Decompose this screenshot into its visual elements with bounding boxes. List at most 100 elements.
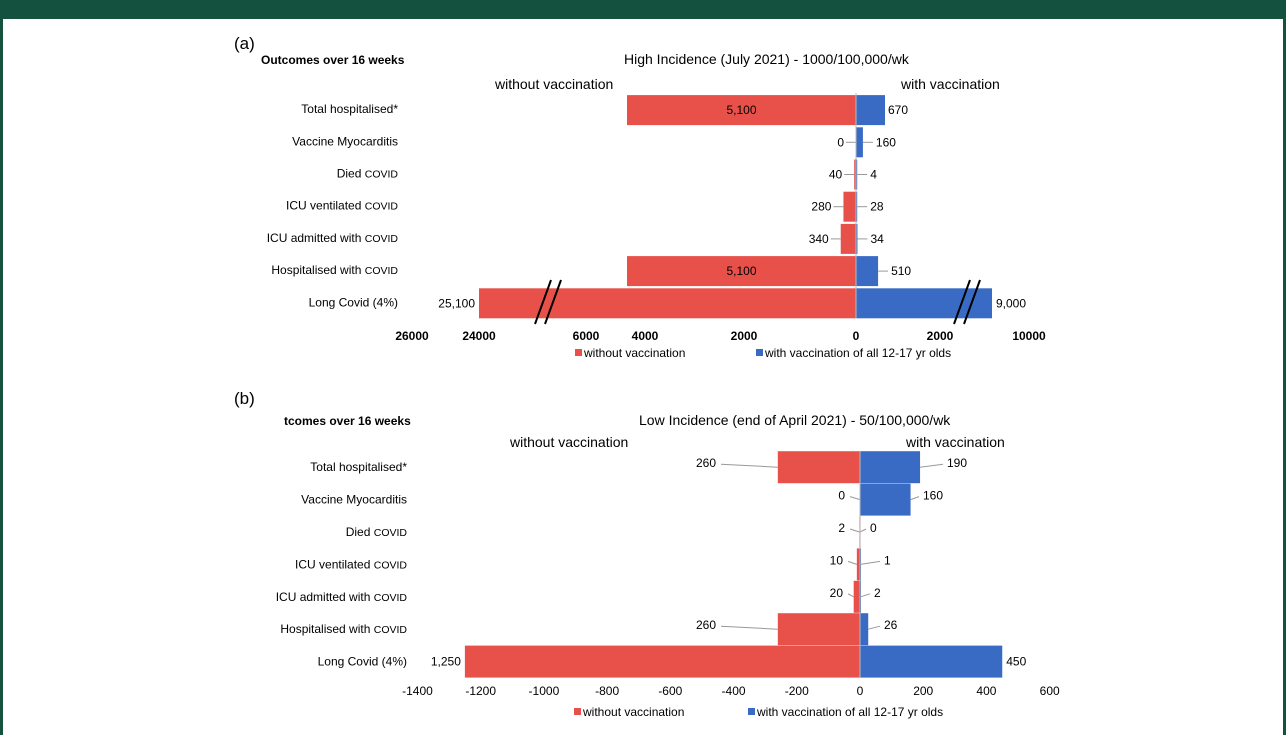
bar-with-vaccination xyxy=(860,645,1003,678)
value-label-without: 5,100 xyxy=(726,264,756,278)
legend-swatch-with xyxy=(748,708,755,715)
x-tick-label: 10000 xyxy=(1012,329,1046,343)
x-tick-label: -200 xyxy=(785,684,809,698)
category-label-part: Long Covid (4%) xyxy=(318,655,407,669)
frame-border-right xyxy=(1283,19,1286,735)
category-label: Died COVID xyxy=(337,167,399,181)
legend-label-without: without vaccination xyxy=(583,346,685,360)
with-vaccination-label: with vaccination xyxy=(900,76,1000,92)
bar-without-vaccination xyxy=(853,580,860,613)
leader-line xyxy=(847,593,854,598)
value-label-without: 340 xyxy=(809,232,829,246)
chart-title: High Incidence (July 2021) - 1000/100,00… xyxy=(624,51,910,67)
bar-with-vaccination xyxy=(856,191,858,222)
without-vaccination-label: without vaccination xyxy=(509,434,628,450)
bar-with-vaccination xyxy=(856,95,885,126)
leader-line xyxy=(859,528,867,533)
category-label-part: Died xyxy=(337,167,365,181)
bar-with-vaccination xyxy=(856,256,879,287)
category-label-part: Total hospitalised* xyxy=(301,102,398,116)
category-label: Total hospitalised* xyxy=(301,102,398,116)
x-tick-label: -1000 xyxy=(529,684,560,698)
value-label-with: 160 xyxy=(876,135,896,149)
legend-label-without: without vaccination xyxy=(582,705,684,719)
category-label-part: COVID xyxy=(374,592,408,604)
leader-line xyxy=(720,625,778,630)
x-tick-label: -600 xyxy=(658,684,682,698)
bar-with-vaccination xyxy=(860,451,921,484)
x-tick-label: 26000 xyxy=(395,329,429,343)
value-label-without: 260 xyxy=(696,618,716,632)
category-label-part: COVID xyxy=(365,201,399,213)
x-tick-label: 6000 xyxy=(573,329,600,343)
value-label-without: 1,250 xyxy=(431,655,461,669)
category-label: Long Covid (4%) xyxy=(309,295,398,309)
bar-without-vaccination xyxy=(843,191,856,222)
category-label: ICU admitted with COVID xyxy=(267,231,399,245)
bar-without-vaccination xyxy=(856,548,860,581)
x-tick-label: 2000 xyxy=(731,329,758,343)
axis-break-mark xyxy=(953,279,971,325)
leader-line xyxy=(910,496,920,501)
chart-title: Low Incidence (end of April 2021) - 50/1… xyxy=(639,412,951,428)
category-label: Total hospitalised* xyxy=(310,460,407,474)
x-tick-label: -1200 xyxy=(465,684,496,698)
category-label: Hospitalised with COVID xyxy=(271,263,398,277)
value-label-with: 9,000 xyxy=(996,296,1026,310)
legend-label-with: with vaccination of all 12-17 yr olds xyxy=(764,346,951,360)
category-label: Hospitalised with COVID xyxy=(280,622,407,636)
category-label-part: COVID xyxy=(374,624,408,636)
leader-line xyxy=(849,496,861,501)
panel-heading: Outcomes over 16 weeks xyxy=(261,53,405,67)
axis-break-mark xyxy=(534,279,552,325)
value-label-without: 25,100 xyxy=(438,296,475,310)
bar-without-vaccination xyxy=(627,95,856,126)
header-band xyxy=(0,0,1286,19)
panel-heading: tcomes over 16 weeks xyxy=(284,414,411,428)
value-label-with: 34 xyxy=(870,232,884,246)
x-tick-label: -1400 xyxy=(402,684,433,698)
x-tick-label: 400 xyxy=(976,684,996,698)
leader-line xyxy=(720,463,778,468)
value-label-without: 0 xyxy=(837,135,844,149)
value-label-with: 670 xyxy=(888,103,908,117)
category-label-part: Long Covid (4%) xyxy=(309,295,398,309)
leader-line xyxy=(860,593,871,598)
bar-with-vaccination xyxy=(856,159,858,190)
category-label-part: ICU admitted with xyxy=(276,590,374,604)
legend-swatch-with xyxy=(756,349,763,356)
x-tick-label: 0 xyxy=(857,684,864,698)
category-label: Vaccine Myocarditis xyxy=(301,493,407,507)
legend-label-with: with vaccination of all 12-17 yr olds xyxy=(756,705,943,719)
bar-without-vaccination xyxy=(840,223,856,254)
value-label-without: 2 xyxy=(838,521,845,535)
value-label-with: 4 xyxy=(870,168,877,182)
legend-swatch-without xyxy=(575,349,582,356)
bar-with-vaccination xyxy=(856,223,858,254)
category-label-part: Died xyxy=(346,525,374,539)
x-tick-label: -800 xyxy=(595,684,619,698)
panel-letter: (a) xyxy=(234,34,255,53)
axis-break-mark xyxy=(544,279,562,325)
category-label: Vaccine Myocarditis xyxy=(292,134,398,148)
value-label-with: 160 xyxy=(923,489,943,503)
x-tick-label: -400 xyxy=(722,684,746,698)
category-label-part: Vaccine Myocarditis xyxy=(301,493,407,507)
leader-line xyxy=(868,625,881,630)
category-label: ICU ventilated COVID xyxy=(286,199,398,213)
value-label-with: 2 xyxy=(874,586,881,600)
leader-line xyxy=(847,560,857,565)
bar-without-vaccination xyxy=(854,159,856,190)
bar-without-vaccination xyxy=(479,288,856,319)
x-tick-label: 4000 xyxy=(632,329,659,343)
x-tick-label: 200 xyxy=(913,684,933,698)
category-label-part: Hospitalised with xyxy=(271,263,364,277)
category-label-part: COVID xyxy=(374,527,408,539)
category-label: Died COVID xyxy=(346,525,408,539)
bar-with-vaccination xyxy=(860,613,869,646)
panel-letter: (b) xyxy=(234,389,255,408)
category-label-part: Total hospitalised* xyxy=(310,460,407,474)
bar-without-vaccination xyxy=(627,256,856,287)
leader-line xyxy=(919,463,944,468)
